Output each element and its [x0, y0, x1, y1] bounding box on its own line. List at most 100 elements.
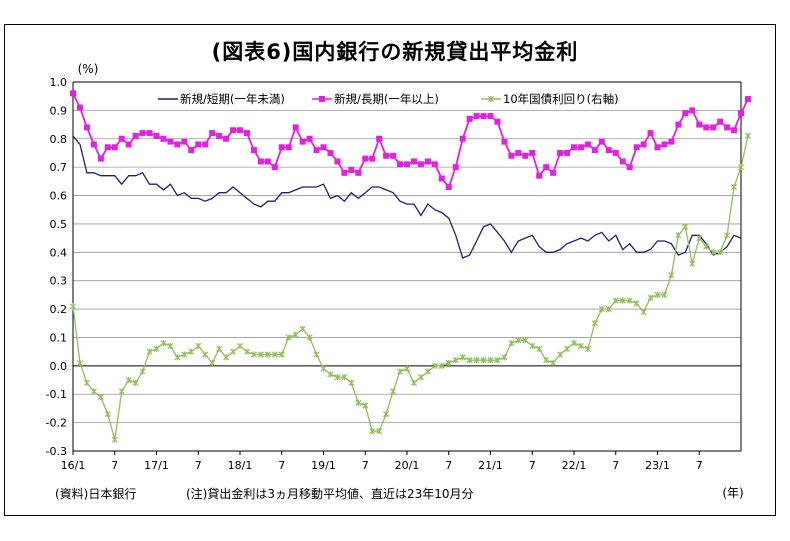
data-point	[612, 297, 619, 304]
data-point	[90, 388, 97, 395]
data-point	[146, 348, 153, 355]
data-point	[257, 158, 264, 165]
data-point	[480, 113, 487, 120]
data-point	[369, 428, 376, 435]
data-point	[647, 294, 654, 301]
y-tick-label: 0.6	[50, 190, 68, 203]
data-point	[334, 158, 341, 165]
data-point	[209, 130, 216, 137]
data-point	[216, 132, 223, 139]
data-point	[564, 149, 571, 156]
x-tick-label: 7	[529, 459, 536, 472]
data-point	[494, 357, 501, 364]
data-point	[717, 249, 724, 256]
data-point	[473, 357, 480, 364]
data-point	[188, 348, 195, 355]
data-point	[160, 135, 167, 142]
data-point	[626, 164, 633, 171]
data-point	[97, 394, 104, 401]
data-point	[403, 365, 411, 372]
data-point	[139, 130, 146, 137]
data-point	[111, 436, 118, 443]
data-point	[598, 306, 605, 313]
data-point	[445, 184, 452, 191]
data-point	[202, 141, 209, 148]
data-point	[257, 351, 264, 358]
data-point	[195, 141, 202, 148]
data-point	[250, 351, 257, 358]
data-point	[410, 379, 417, 386]
data-point	[529, 149, 536, 156]
legend: 新規/短期(一年未満) 新規/長期(一年以上) 10年国債利回り(右軸)	[158, 92, 619, 106]
data-point	[591, 320, 598, 327]
data-point	[223, 135, 230, 142]
data-point	[334, 374, 341, 381]
data-point	[550, 359, 557, 367]
data-point	[264, 158, 271, 165]
data-point	[383, 411, 390, 418]
data-point	[744, 132, 751, 139]
data-point	[90, 141, 97, 148]
data-point	[543, 357, 550, 364]
data-point	[70, 90, 76, 97]
data-point	[181, 138, 188, 145]
data-point	[459, 354, 466, 361]
y-tick-label: 0.1	[50, 331, 68, 344]
data-point	[118, 135, 125, 142]
data-point	[278, 144, 285, 151]
data-point	[341, 169, 348, 176]
data-point	[174, 354, 181, 361]
x-tick-label: 23/1	[645, 459, 670, 472]
y-tick-label: 0.0	[50, 360, 68, 373]
data-point	[76, 104, 83, 111]
data-point	[445, 359, 452, 367]
legend-marker	[319, 96, 325, 102]
data-point	[605, 306, 612, 313]
data-point	[167, 342, 174, 350]
data-point	[230, 348, 237, 355]
footnote: (注)貸出金利は3ヵ月移動平均値、直近は23年10月分	[186, 487, 474, 501]
data-point	[738, 110, 744, 117]
data-point	[320, 144, 327, 151]
data-point	[557, 351, 564, 358]
data-point	[118, 388, 125, 395]
data-point	[383, 152, 390, 159]
data-point	[341, 374, 348, 381]
data-point	[202, 351, 209, 358]
y-tick-label: -0.1	[46, 388, 67, 401]
data-point	[452, 164, 459, 171]
data-point	[397, 368, 404, 375]
data-point	[529, 342, 536, 350]
x-tick-label: 7	[362, 459, 369, 472]
x-tick-label: 22/1	[562, 459, 587, 472]
x-tick-label: 17/1	[144, 459, 169, 472]
data-point	[731, 127, 738, 134]
data-point	[355, 169, 362, 176]
data-point	[188, 147, 195, 154]
data-point	[376, 428, 383, 435]
data-point	[689, 260, 696, 267]
data-point	[313, 147, 320, 154]
data-point	[111, 144, 118, 151]
data-point	[480, 357, 487, 364]
data-point	[654, 291, 661, 298]
data-point	[250, 147, 257, 154]
data-point	[327, 149, 334, 156]
data-point	[584, 141, 591, 148]
x-tick-label: 19/1	[311, 459, 336, 472]
x-tick-label: 7	[195, 459, 202, 472]
y-unit-label: (%)	[78, 62, 99, 76]
data-point	[522, 152, 529, 159]
data-point	[327, 371, 334, 378]
data-point	[431, 362, 438, 369]
data-point	[591, 147, 598, 154]
x-unit-label: (年)	[722, 486, 743, 500]
data-point	[466, 115, 473, 122]
data-point	[97, 155, 104, 162]
data-point	[703, 124, 710, 131]
x-tick-label: 7	[696, 459, 703, 472]
data-point	[355, 399, 362, 406]
data-point	[153, 345, 160, 352]
data-point	[487, 113, 494, 120]
data-point	[731, 183, 738, 191]
